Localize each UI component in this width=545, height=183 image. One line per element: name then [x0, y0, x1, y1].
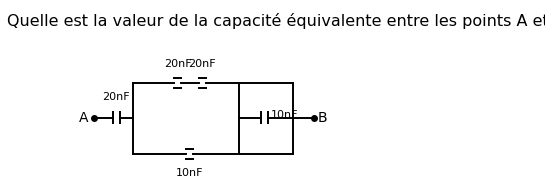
Text: B: B — [317, 111, 327, 125]
Text: 20nF: 20nF — [102, 92, 130, 102]
Text: A: A — [79, 111, 89, 125]
Text: 20nF: 20nF — [164, 59, 191, 69]
Text: Quelle est la valeur de la capacité équivalente entre les points A et B ?: Quelle est la valeur de la capacité équi… — [7, 13, 545, 29]
Text: 10nF: 10nF — [176, 168, 203, 178]
Text: 10nF: 10nF — [271, 110, 299, 120]
Text: 20nF: 20nF — [189, 59, 216, 69]
